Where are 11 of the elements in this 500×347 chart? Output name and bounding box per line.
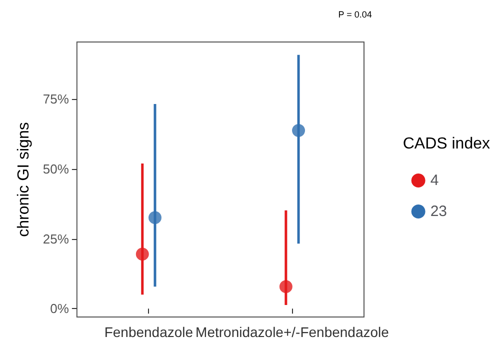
x-tick-label: Fenbendazole [104,324,194,340]
y-tick-label: 75% [42,92,70,107]
y-axis-title: chronic GI signs [16,122,32,237]
legend-title: CADS index [402,136,490,152]
y-tick-label: 25% [42,231,70,246]
text: P = 0.04 [338,10,372,20]
y-tick-label: 0% [50,301,70,316]
x-tick-label: Metronidazole+/-Fenbendazole [196,324,390,340]
legend-label: 4 [430,172,439,189]
legend-label: 23 [430,203,448,220]
y-tick-label: 50% [42,162,70,177]
